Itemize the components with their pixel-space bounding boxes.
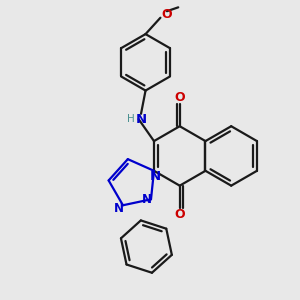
- Text: O: O: [162, 8, 172, 21]
- Text: O: O: [174, 208, 185, 221]
- Text: O: O: [174, 91, 185, 104]
- Text: N: N: [142, 193, 152, 206]
- Text: H: H: [127, 114, 135, 124]
- Text: N: N: [113, 202, 124, 215]
- Text: N: N: [150, 170, 161, 183]
- Text: N: N: [136, 113, 147, 126]
